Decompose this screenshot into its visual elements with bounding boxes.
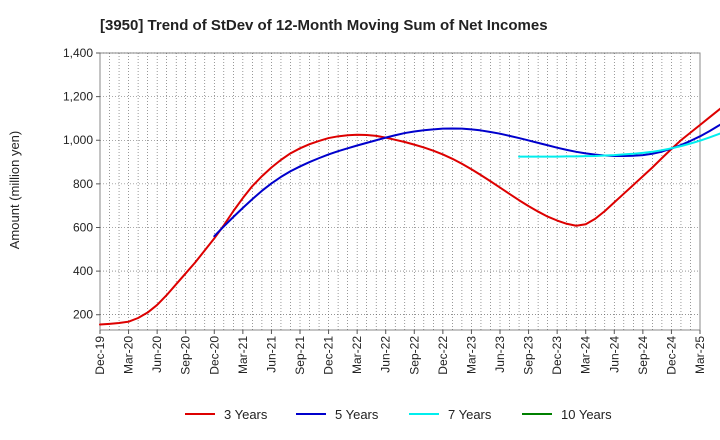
y-tick-label: 400: [73, 264, 93, 278]
x-tick-label: Sep-23: [522, 336, 536, 375]
x-tick-label: Dec-22: [436, 336, 450, 375]
x-tick-label: Mar-25: [693, 336, 707, 374]
x-tick-label: Jun-20: [150, 336, 164, 373]
x-tick-label: Dec-23: [550, 336, 564, 375]
y-tick-label: 1,000: [63, 133, 93, 147]
x-tick-label: Mar-24: [579, 336, 593, 374]
y-tick-label: 200: [73, 308, 93, 322]
legend-label: 3 Years: [224, 407, 268, 422]
x-tick-label: Dec-19: [93, 336, 107, 375]
x-tick-label: Mar-20: [122, 336, 136, 374]
x-tick-label: Dec-20: [207, 336, 221, 375]
series-lines: [99, 107, 720, 326]
legend-label: 7 Years: [448, 407, 492, 422]
grid: [99, 52, 701, 331]
chart-title: [3950] Trend of StDev of 12-Month Moving…: [100, 17, 548, 34]
x-tick-label: Sep-24: [636, 336, 650, 375]
y-axis-label: Amount (million yen): [7, 131, 22, 250]
x-tick-label: Jun-21: [264, 336, 278, 373]
x-tick-label: Sep-20: [179, 336, 193, 375]
x-tick-label: Mar-23: [464, 336, 478, 374]
y-tick-label: 1,200: [63, 90, 93, 104]
y-tick-label: 600: [73, 220, 93, 234]
series-line-5-years: [213, 123, 720, 238]
x-tick-label: Jun-22: [379, 336, 393, 373]
x-tick-label: Jun-24: [607, 336, 621, 373]
series-line-7-years: [518, 132, 720, 158]
legend-label: 10 Years: [561, 407, 612, 422]
x-tick-label: Mar-22: [350, 336, 364, 374]
axes: 200 400 600 800 1,000 1,200 1,400 Dec-19 Mar-20 J…: [63, 46, 707, 375]
legend-label: 5 Years: [335, 407, 379, 422]
x-tick-label: Sep-21: [293, 336, 307, 375]
x-tick-label: Dec-24: [664, 336, 678, 375]
plot-area: [99, 52, 701, 331]
y-tick-label: 800: [73, 177, 93, 191]
x-tick-label: Sep-22: [407, 336, 421, 375]
x-tick-label: Jun-23: [493, 336, 507, 373]
x-tick-label: Mar-21: [236, 336, 250, 374]
x-tick-label: Dec-21: [322, 336, 336, 375]
y-tick-label: 1,400: [63, 46, 93, 60]
legend: 3 Years 5 Years 7 Years 10 Years: [185, 407, 612, 422]
